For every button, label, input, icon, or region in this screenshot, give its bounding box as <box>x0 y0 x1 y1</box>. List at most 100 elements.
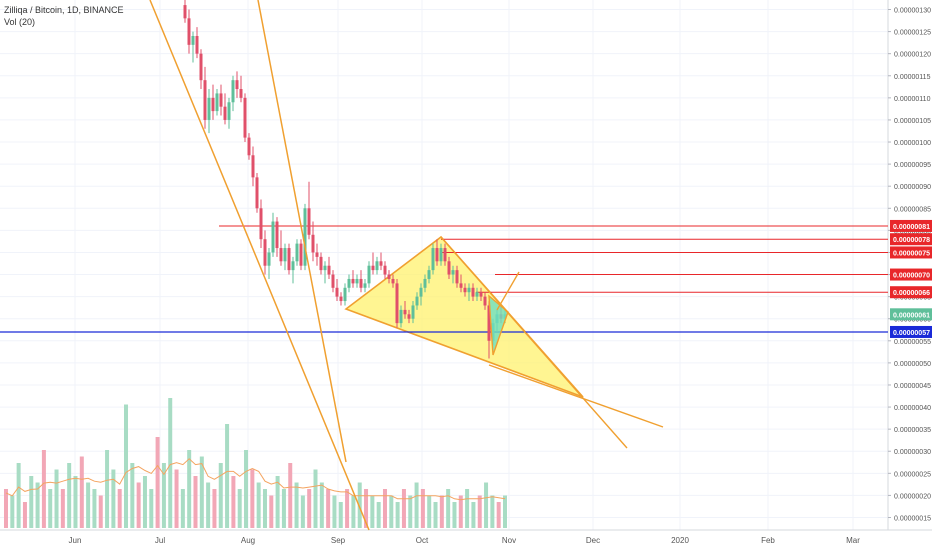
candle-body <box>215 93 219 112</box>
volume-bar <box>503 495 507 528</box>
volume-bar <box>155 437 160 528</box>
volume-bar <box>130 463 135 528</box>
volume-bar <box>67 463 72 528</box>
volume-bar <box>199 456 204 528</box>
volume-bar <box>446 489 451 528</box>
price-tag-label: 0.00000078 <box>893 237 930 244</box>
volume-bar <box>382 489 387 528</box>
volume-bar <box>187 450 192 528</box>
volume-bar <box>4 489 8 528</box>
falling-wedge-triangle[interactable] <box>344 235 584 398</box>
volume-bar <box>256 482 261 528</box>
volume-bar <box>389 495 394 528</box>
volume-bar <box>22 502 27 528</box>
volume-bar <box>351 495 356 528</box>
volume-bar <box>288 463 293 528</box>
candle-body <box>239 89 243 98</box>
candle-body <box>391 278 395 284</box>
candle-body <box>207 97 211 120</box>
volume-bar <box>401 489 406 528</box>
price-tag-label: 0.00000081 <box>893 224 930 231</box>
candle-body <box>247 137 251 156</box>
wedge-support-extension[interactable] <box>488 364 664 428</box>
price-tag[interactable] <box>890 268 932 281</box>
volume-bar <box>332 495 337 528</box>
candle-body <box>371 265 375 271</box>
volume-bar <box>269 495 274 528</box>
candle-body <box>355 278 359 284</box>
volume-bar <box>281 489 286 528</box>
candle-body <box>431 248 435 271</box>
volume-bar <box>35 482 40 528</box>
volume-bar <box>124 404 129 528</box>
time-tick-label: Aug <box>241 536 255 545</box>
candle-body <box>383 265 387 275</box>
price-tick-label: 0.00000035 <box>894 427 931 434</box>
wedge-resistance-extension[interactable] <box>440 236 628 449</box>
symbol-title[interactable]: Zilliqa / Bitcoin, 1D, BINANCE <box>4 5 124 15</box>
volume-bar <box>48 489 53 528</box>
candle-body <box>419 287 423 297</box>
volume-bar <box>250 469 255 528</box>
volume-bar <box>275 476 280 528</box>
candle-body <box>243 97 247 138</box>
price-tick-label: 0.00000040 <box>894 405 931 412</box>
price-tag[interactable] <box>890 246 932 259</box>
candle-body <box>319 256 323 271</box>
time-tick-label: Nov <box>502 536 516 545</box>
candle-body <box>271 221 275 253</box>
candle-body <box>195 36 199 54</box>
candle-body <box>255 177 259 209</box>
candle-body <box>231 80 235 103</box>
volume-bar <box>180 489 185 528</box>
chart-legend: Zilliqa / Bitcoin, 1D, BINANCE Vol (20) <box>4 4 124 28</box>
candle-body <box>323 265 327 271</box>
volume-bar <box>231 476 236 528</box>
candle-body <box>363 283 367 288</box>
volume-bar <box>225 424 230 528</box>
time-tick-label: Jun <box>69 536 82 545</box>
price-tag[interactable] <box>890 325 932 338</box>
candle-body <box>183 5 187 19</box>
candle-body <box>407 314 411 319</box>
candle-body <box>415 296 419 306</box>
volume-bar <box>313 469 318 528</box>
price-tag[interactable] <box>890 233 932 246</box>
volume-bar <box>117 489 122 528</box>
downtrend-line-outer[interactable] <box>149 0 370 531</box>
candle-body <box>223 106 227 120</box>
candle-body <box>199 53 203 81</box>
downtrend-line-inner[interactable] <box>257 0 347 463</box>
candle-body <box>399 309 403 324</box>
volume-bar <box>420 489 425 528</box>
candle-body <box>291 261 295 271</box>
volume-bar <box>136 482 141 528</box>
volume-bar <box>357 482 362 528</box>
price-tag[interactable] <box>890 308 932 321</box>
candle-body <box>307 208 311 235</box>
volume-bar <box>338 502 343 528</box>
candle-body <box>423 278 427 288</box>
candle-body <box>403 309 407 315</box>
candle-body <box>379 261 383 266</box>
volume-bar <box>10 495 15 528</box>
volume-bar <box>218 463 223 528</box>
candle-body <box>439 248 443 262</box>
price-tag[interactable] <box>890 219 932 232</box>
pennant-triangle[interactable] <box>488 294 509 356</box>
price-tag[interactable] <box>890 286 932 299</box>
time-tick-label: Feb <box>761 536 775 545</box>
price-tick-label: 0.00000025 <box>894 471 931 478</box>
volume-bar <box>174 469 179 528</box>
candle-body <box>275 221 279 249</box>
candle-body <box>311 234 315 253</box>
price-tick-label: 0.00000105 <box>894 118 931 125</box>
volume-indicator-label[interactable]: Vol (20) <box>4 17 36 27</box>
candle-body <box>303 208 307 266</box>
time-tick-label: Sep <box>331 536 346 545</box>
volume-bar <box>41 450 46 528</box>
volume-bar <box>414 482 419 528</box>
candle-body <box>395 283 399 324</box>
